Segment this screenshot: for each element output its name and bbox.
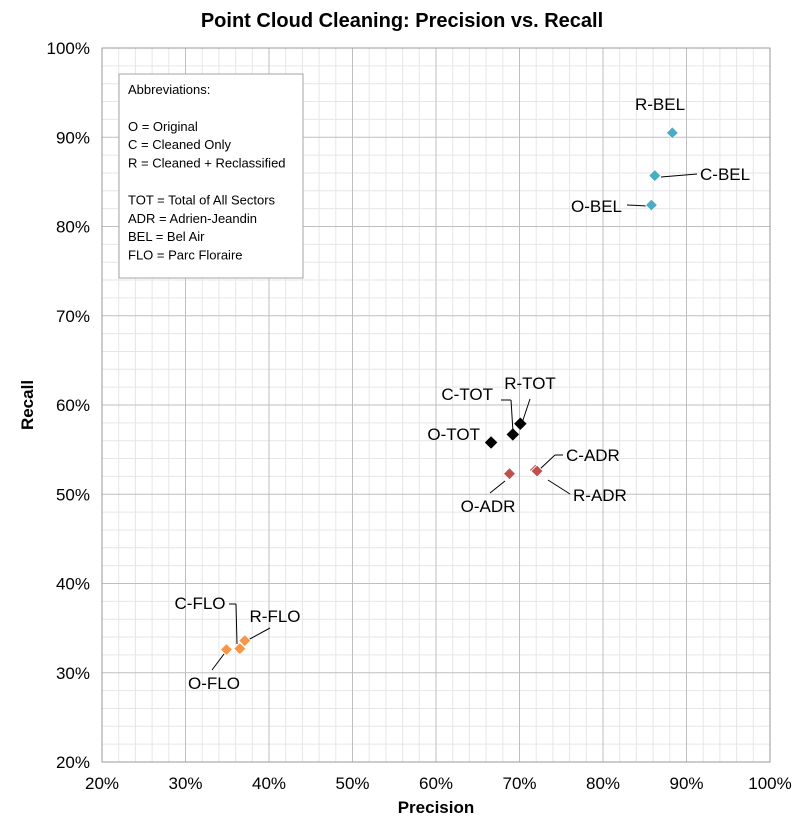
label-c-tot: C-TOT (441, 385, 493, 404)
label-r-flo: R-FLO (250, 607, 301, 626)
y-tick-label: 100% (47, 39, 90, 58)
plot-area-border (101, 47, 771, 763)
label-o-bel: O-BEL (571, 197, 622, 216)
label-c-bel: C-BEL (700, 165, 750, 184)
abbreviation-line: TOT = Total of All Sectors (128, 192, 276, 207)
chart-title: Point Cloud Cleaning: Precision vs. Reca… (201, 10, 603, 32)
data-points (219, 126, 679, 657)
point-labels: O-BEL C-BEL R-BEL O-TOT C-TOT R-TOT O-ADR C-ADR… (175, 95, 751, 693)
x-tick-label: 20% (85, 774, 119, 793)
leader-r-flo (247, 627, 271, 641)
x-axis-title: Precision (398, 798, 475, 817)
leader-o-adr (489, 480, 506, 494)
y-tick-label: 50% (56, 485, 90, 504)
y-tick-label: 60% (56, 396, 90, 415)
y-tick-label: 40% (56, 575, 90, 594)
abbreviation-line: FLO = Parc Floraire (128, 248, 243, 263)
abbreviation-line: ADR = Adrien-Jeandin (128, 211, 257, 226)
point-c-tot (506, 428, 520, 441)
x-tick-label: 90% (669, 774, 703, 793)
point-r-tot (513, 417, 527, 431)
point-c-bel (648, 169, 662, 183)
y-tick-label: 80% (56, 218, 90, 237)
point-o-bel (644, 198, 658, 212)
label-r-bel: R-BEL (635, 95, 685, 114)
point-o-adr (502, 467, 517, 481)
y-tick-label: 90% (56, 128, 90, 147)
label-r-tot: R-TOT (504, 374, 556, 393)
point-r-adr (530, 464, 544, 478)
x-tick-label: 40% (252, 774, 286, 793)
point-r-bel (665, 126, 679, 140)
y-tick-label: 20% (56, 753, 90, 772)
leader-c-tot (510, 399, 514, 433)
x-tick-label: 100% (748, 774, 791, 793)
x-tick-label: 80% (586, 774, 620, 793)
leader-r-adr (547, 479, 571, 495)
x-tick-label: 60% (419, 774, 453, 793)
point-c-flo (233, 642, 247, 656)
leader-c-flo (235, 603, 238, 645)
leader-c-bel (660, 173, 698, 178)
point-o-tot (484, 436, 498, 449)
x-tick-label: 70% (502, 774, 536, 793)
x-tick-label: 30% (168, 774, 202, 793)
leader-o-flo (211, 653, 225, 671)
y-axis-ticks: 20% 30% 40% 50% 60% 70% 80% 90% 100% (47, 39, 90, 772)
abbreviation-line: C = Cleaned Only (128, 137, 231, 152)
point-r-flo (238, 634, 252, 648)
abbreviations-box: Abbreviations: O = Original C = Cleaned On… (118, 73, 304, 279)
abbreviation-line: BEL = Bel Air (128, 229, 205, 244)
x-axis-ticks: 20% 30% 40% 50% 60% 70% 80% 90% 100% (85, 774, 792, 793)
abbreviations-box-frame (118, 73, 304, 279)
label-r-adr: R-ADR (573, 486, 627, 505)
label-c-adr: C-ADR (566, 446, 620, 465)
abbreviation-line: O = Original (128, 119, 198, 134)
y-tick-label: 30% (56, 664, 90, 683)
abbreviation-line: Abbreviations: (128, 82, 210, 97)
y-axis-title: Recall (18, 380, 37, 430)
label-leader-lines (211, 173, 698, 671)
leader-o-bel (626, 204, 649, 207)
label-o-tot: O-TOT (427, 425, 480, 444)
x-tick-label: 50% (335, 774, 369, 793)
y-tick-label: 70% (56, 307, 90, 326)
label-o-adr: O-ADR (461, 497, 516, 516)
point-o-flo (219, 642, 233, 657)
label-c-flo: C-FLO (175, 594, 226, 613)
leader-c-adr (539, 454, 556, 470)
abbreviation-line: R = Cleaned + Reclassified (128, 156, 286, 171)
leader-r-tot (521, 398, 531, 424)
label-o-flo: O-FLO (188, 674, 240, 693)
